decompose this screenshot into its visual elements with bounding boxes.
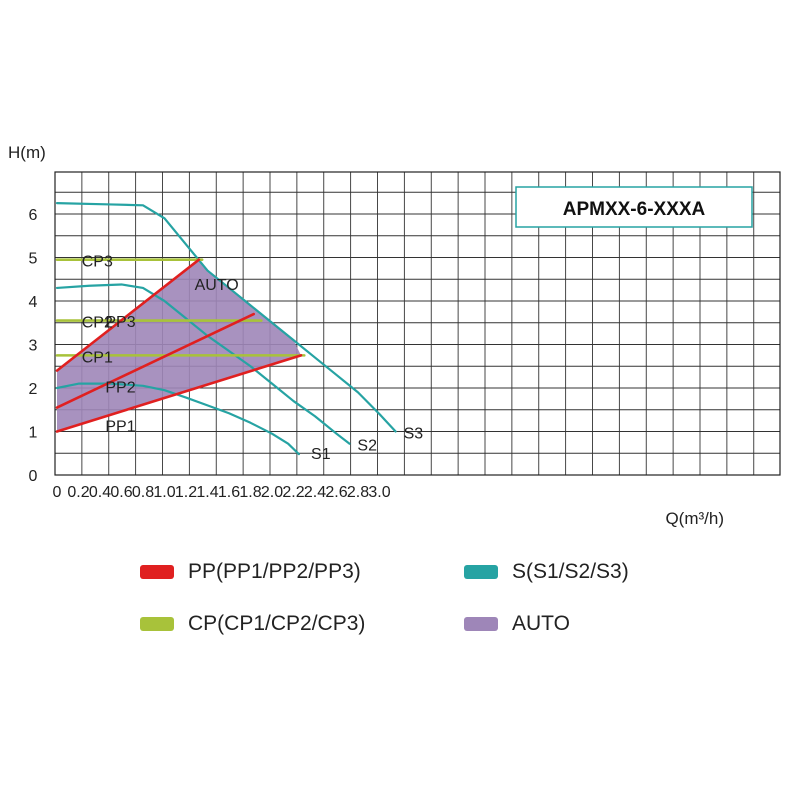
x-tick-label: 2.6 — [325, 484, 347, 501]
legend-swatch-pp — [140, 565, 174, 579]
x-tick-label: 3.0 — [368, 484, 390, 501]
series-line-pp2 — [55, 312, 256, 409]
legend-item-auto: AUTO — [464, 612, 570, 636]
axes: 0 0.2 0.4 0.6 0.8 1.0 1.2 1.4 1.6 1.8 2.0 2.2 2.4 2.6… — [29, 207, 391, 501]
x-tick-label: 1.8 — [239, 484, 261, 501]
model-label: APMXX-6-XXXA — [563, 199, 706, 220]
curve-label-s2: S2 — [357, 438, 377, 455]
model-box: APMXX-6-XXXA — [515, 186, 753, 228]
x-tick-label: 1.6 — [218, 484, 240, 501]
y-tick-label: 4 — [29, 294, 38, 311]
series-line-pp3 — [55, 258, 201, 372]
auto-region-fill — [57, 259, 302, 432]
series-lines — [55, 202, 397, 456]
legend-item-pp: PP(PP1/PP2/PP3) — [140, 560, 361, 584]
series-line-pp1 — [55, 354, 303, 433]
auto-region — [57, 259, 302, 432]
curve-labels: S1 S2 S3 CP3 CP2 CP1 PP3 PP2 PP1 AUTO — [82, 254, 424, 463]
series-line-s3 — [55, 202, 397, 433]
series-line-s2 — [55, 283, 351, 445]
curve-label-pp2: PP2 — [105, 379, 135, 396]
legend-label-cp: CP(CP1/CP2/CP3) — [188, 612, 366, 635]
x-tick-label: 0.8 — [132, 484, 154, 501]
legend-label-pp: PP(PP1/PP2/PP3) — [188, 560, 361, 583]
x-tick-label: 1.0 — [153, 484, 175, 501]
legend-item-s: S(S1/S2/S3) — [464, 560, 629, 584]
y-tick-label: 3 — [29, 338, 38, 355]
legend-label-auto: AUTO — [512, 612, 570, 635]
x-tick-label: 2.8 — [347, 484, 369, 501]
legend-swatch-s — [464, 565, 498, 579]
grid — [54, 171, 781, 476]
x-tick-label: 0.6 — [110, 484, 132, 501]
legend-label-s: S(S1/S2/S3) — [512, 560, 629, 583]
x-tick-label: 0 — [53, 484, 62, 501]
curve-label-cp2: CP2 — [82, 315, 113, 332]
x-tick-label: 0.2 — [67, 484, 89, 501]
curve-label-auto: AUTO — [195, 277, 239, 294]
plot-frame — [54, 171, 781, 476]
legend-item-cp: CP(CP1/CP2/CP3) — [140, 612, 365, 636]
x-tick-label: 2.2 — [282, 484, 304, 501]
curve-label-pp3: PP3 — [105, 314, 135, 331]
x-axis-title: Q(m³/h) — [665, 509, 724, 528]
y-tick-label: 0 — [29, 468, 38, 485]
curve-label-s1: S1 — [311, 446, 331, 463]
curve-label-s3: S3 — [404, 426, 424, 443]
y-axis-title: H(m) — [8, 143, 46, 162]
x-tick-label: 2.4 — [304, 484, 326, 501]
x-tick-label: 2.0 — [261, 484, 283, 501]
curve-label-pp1: PP1 — [105, 419, 135, 436]
x-tick-label: 0.4 — [89, 484, 111, 501]
y-tick-label: 6 — [29, 207, 38, 224]
legend-swatch-auto — [464, 617, 498, 631]
y-tick-label: 1 — [29, 425, 38, 442]
x-tick-label: 1.4 — [196, 484, 218, 501]
legend-swatch-cp — [140, 617, 174, 631]
curve-label-cp1: CP1 — [82, 349, 113, 366]
x-tick-label: 1.2 — [175, 484, 197, 501]
y-tick-label: 5 — [29, 251, 38, 268]
y-tick-label: 2 — [29, 381, 38, 398]
curve-label-cp3: CP3 — [82, 254, 113, 271]
